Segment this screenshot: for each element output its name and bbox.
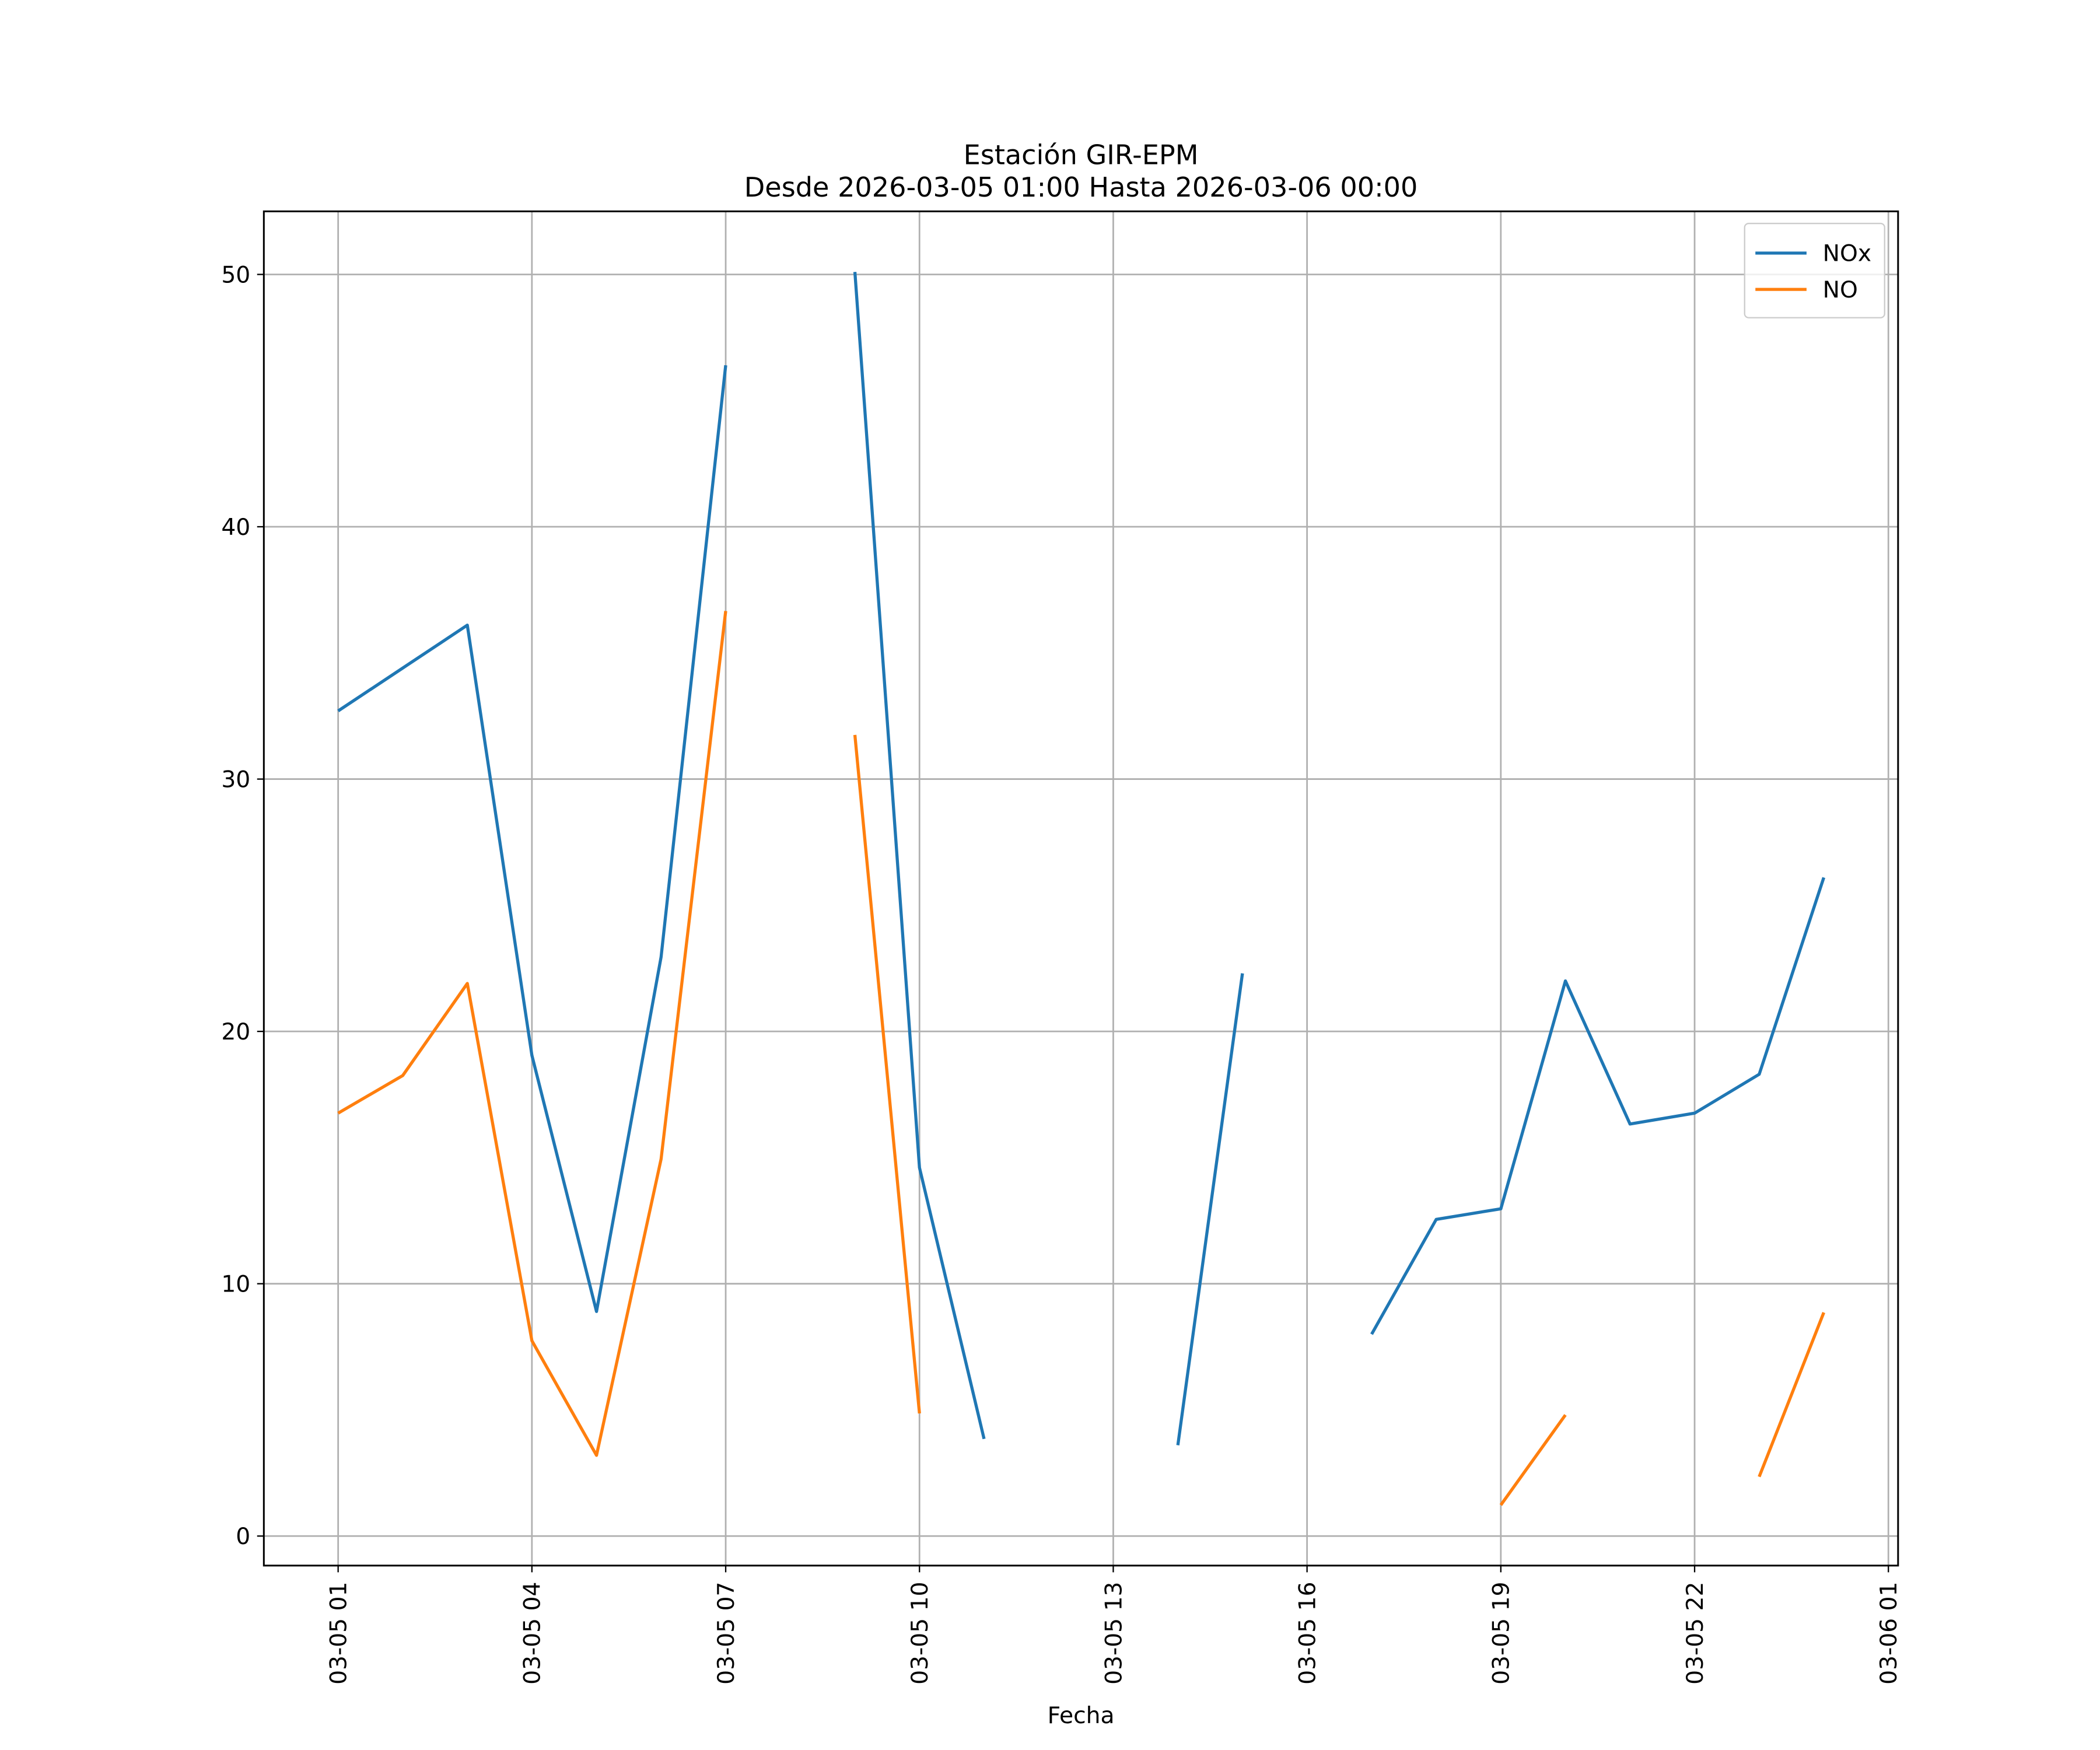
legend-label: NO	[1823, 277, 1858, 303]
legend-box	[1744, 222, 1885, 318]
x-tick-label: 03-05 19	[1489, 1582, 1515, 1685]
line-series	[337, 611, 1825, 1506]
x-tick-label: 03-05 10	[907, 1582, 933, 1685]
x-tick-label: 03-05 13	[1101, 1582, 1127, 1685]
chart-subtitle: Desde 2026-03-05 01:00 Hasta 2026-03-06 …	[744, 172, 1418, 203]
plot-frame	[262, 210, 1899, 1567]
x-tick-label: 03-05 04	[520, 1582, 546, 1685]
y-tick-label: 30	[221, 766, 250, 793]
x-tick-label: 03-05 07	[713, 1582, 740, 1685]
y-tick-label: 40	[221, 514, 250, 541]
x-tick-label: 03-05 01	[326, 1582, 352, 1685]
x-axis-label: Fecha	[1048, 1703, 1115, 1729]
legend-label: NOx	[1823, 241, 1871, 267]
x-tick-label: 03-05 22	[1682, 1582, 1709, 1685]
x-tick-label: 03-06 01	[1876, 1582, 1902, 1685]
y-tick-label: 10	[221, 1272, 250, 1298]
y-tick-label: 50	[221, 262, 250, 288]
chart-title: Estación GIR-EPM	[964, 139, 1199, 171]
y-tick-label: 0	[236, 1524, 250, 1550]
y-tick-label: 20	[221, 1019, 250, 1045]
line-series	[337, 271, 1826, 1446]
x-tick-label: 03-05 16	[1294, 1582, 1321, 1685]
